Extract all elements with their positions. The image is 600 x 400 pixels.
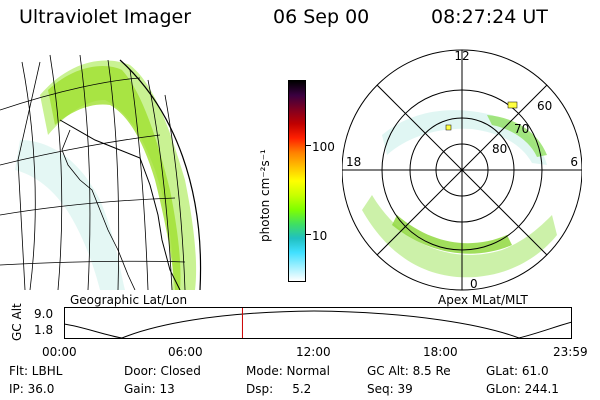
geo-panel-label: Geographic Lat/Lon: [70, 293, 188, 307]
timeline-xtick-1: 06:00: [168, 345, 203, 359]
info-seq: Seq: 39: [367, 382, 413, 396]
polar-grid: [342, 49, 582, 291]
info-door: Door: Closed: [124, 364, 201, 378]
info-glon: GLon: 244.1: [486, 382, 559, 396]
info-gain: Gain: 13: [124, 382, 175, 396]
mlat-label-70: 70: [514, 122, 529, 136]
mlt-label-0: 0: [470, 277, 478, 291]
instrument-title: Ultraviolet Imager: [19, 6, 192, 28]
aurora-core: [48, 66, 181, 290]
apex-panel-label: Apex MLat/MLT: [438, 293, 528, 307]
aurora-glow: [40, 60, 197, 290]
timeline-ytick-high: 9.0: [34, 307, 54, 321]
mlat-label-60: 60: [537, 99, 552, 113]
polar-aurora-lower: [362, 195, 557, 278]
timeline-xtick-2: 12:00: [296, 345, 331, 359]
info-gcalt: GC Alt: 8.5 Re: [367, 364, 451, 378]
colorbar-label-100: 100: [312, 140, 335, 154]
info-mode: Mode: Normal: [246, 364, 330, 378]
altitude-timeline: [64, 307, 572, 339]
info-glat: GLat: 61.0: [486, 364, 549, 378]
timeline-xtick-0: 00:00: [42, 345, 77, 359]
info-flt: Flt: LBHL: [9, 364, 63, 378]
graticule: [0, 54, 186, 290]
colorbar: [288, 80, 306, 282]
mlt-label-18: 18: [346, 155, 361, 169]
time-label: 08:27:24 UT: [431, 6, 548, 28]
timeline-ytick-low: 1.8: [34, 323, 54, 337]
colorbar-unit-label: photon cm⁻²s⁻¹: [258, 149, 272, 242]
mlt-label-12: 12: [454, 49, 469, 63]
polar-plot: 12 6 0 18 60 70 80: [342, 49, 582, 291]
timeline-xtick-4: 23:59: [553, 345, 588, 359]
mlt-label-6: 6: [570, 155, 578, 169]
colorbar-tick-100: [306, 145, 311, 146]
colorbar-tick-10: [306, 234, 311, 235]
altitude-curve: [64, 310, 572, 339]
timeline-xtick-3: 18:00: [423, 345, 458, 359]
info-ip: IP: 36.0: [9, 382, 55, 396]
mlat-label-80: 80: [492, 142, 507, 156]
colorbar-label-10: 10: [312, 229, 328, 243]
date-label: 06 Sep 00: [273, 6, 370, 28]
info-dsp: Dsp: 5.2: [246, 382, 312, 396]
geographic-map: [0, 54, 202, 290]
timeline-axis-title: GC Alt: [10, 303, 24, 341]
